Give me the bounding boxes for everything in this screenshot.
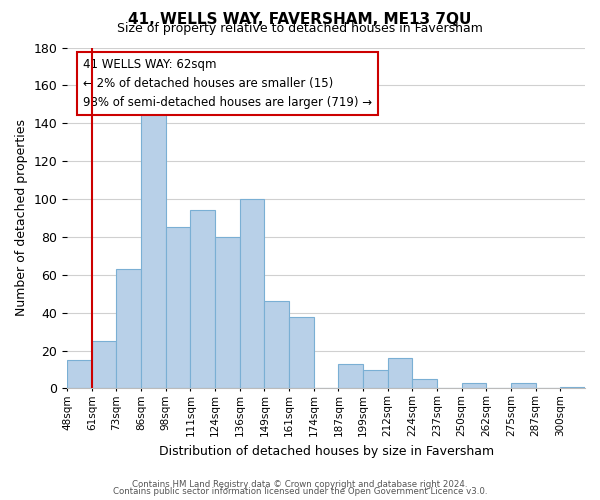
Bar	[289, 316, 314, 388]
Bar	[116, 269, 141, 388]
Bar	[412, 379, 437, 388]
Bar	[511, 383, 536, 388]
Text: 41, WELLS WAY, FAVERSHAM, ME13 7QU: 41, WELLS WAY, FAVERSHAM, ME13 7QU	[128, 12, 472, 26]
Text: Contains public sector information licensed under the Open Government Licence v3: Contains public sector information licen…	[113, 487, 487, 496]
Bar	[363, 370, 388, 388]
Text: Contains HM Land Registry data © Crown copyright and database right 2024.: Contains HM Land Registry data © Crown c…	[132, 480, 468, 489]
Text: Size of property relative to detached houses in Faversham: Size of property relative to detached ho…	[117, 22, 483, 35]
Bar	[560, 386, 585, 388]
Bar	[240, 199, 265, 388]
Text: 41 WELLS WAY: 62sqm
← 2% of detached houses are smaller (15)
98% of semi-detache: 41 WELLS WAY: 62sqm ← 2% of detached hou…	[83, 58, 372, 108]
Bar	[67, 360, 92, 388]
Bar	[462, 383, 487, 388]
Bar	[92, 341, 116, 388]
Y-axis label: Number of detached properties: Number of detached properties	[15, 120, 28, 316]
Bar	[265, 302, 289, 388]
X-axis label: Distribution of detached houses by size in Faversham: Distribution of detached houses by size …	[158, 444, 494, 458]
Bar	[166, 228, 190, 388]
Bar	[388, 358, 412, 388]
Bar	[190, 210, 215, 388]
Bar	[141, 114, 166, 388]
Bar	[338, 364, 363, 388]
Bar	[215, 237, 240, 388]
